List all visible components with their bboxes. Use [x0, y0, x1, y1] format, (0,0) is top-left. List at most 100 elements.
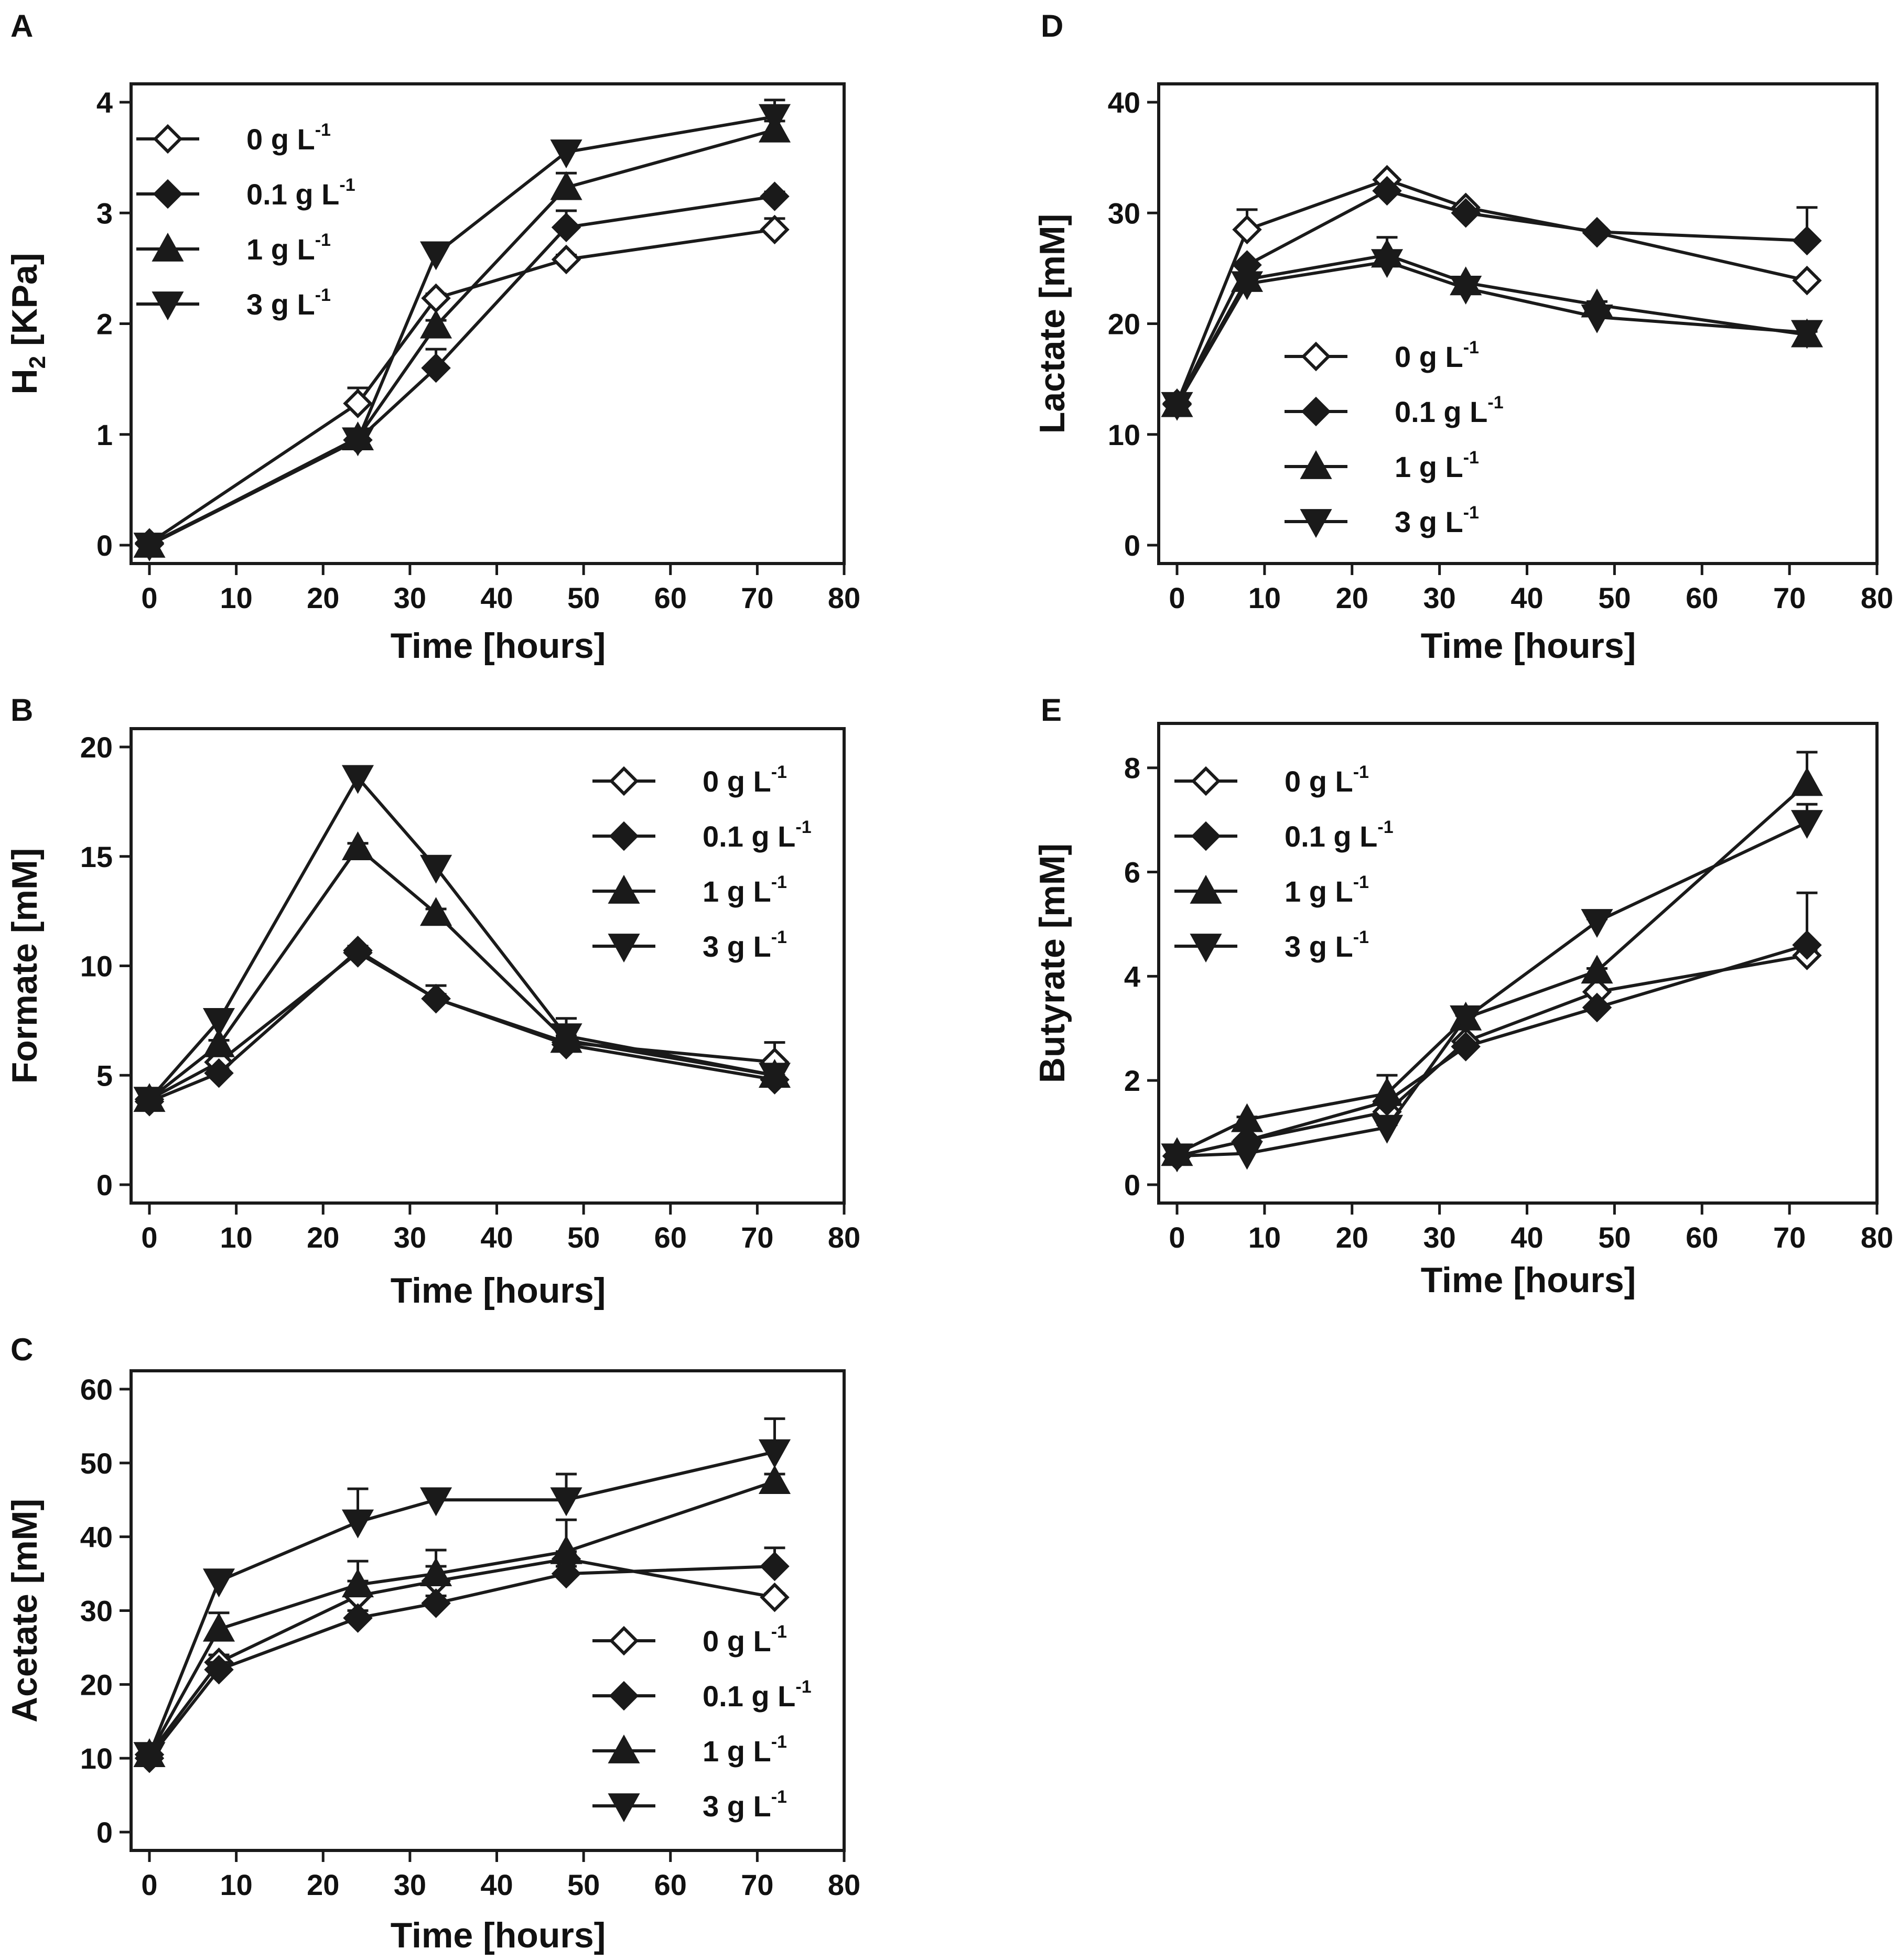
- data-point: [204, 1654, 234, 1685]
- data-point: [343, 1603, 373, 1633]
- data-point: [551, 1558, 581, 1589]
- legend-marker: [152, 291, 184, 321]
- x-tick-label: 10: [220, 1221, 252, 1254]
- data-point: [1231, 271, 1264, 300]
- x-tick-label: 80: [828, 1868, 860, 1901]
- data-point: [133, 1087, 166, 1116]
- data-point: [421, 983, 451, 1014]
- plot-frame: [1157, 82, 1879, 565]
- series-3: [133, 1465, 791, 1768]
- x-tick-label: 50: [567, 581, 600, 614]
- series-4: [133, 765, 791, 1116]
- series-line: [148, 949, 775, 1103]
- data-point: [1792, 930, 1822, 960]
- data-point: [1451, 198, 1481, 228]
- x-tick-label: 70: [741, 581, 773, 614]
- y-tick-label: 3: [96, 197, 113, 230]
- data-point: [1232, 214, 1262, 245]
- x-tick-label: 80: [828, 581, 860, 614]
- x-axis-title: Time [hours]: [391, 626, 606, 666]
- data-point: [551, 244, 581, 275]
- data-point: [758, 1439, 791, 1468]
- y-tick-label: 40: [1108, 86, 1140, 119]
- data-point: [420, 1557, 452, 1586]
- x-tick-label: 20: [307, 1868, 339, 1901]
- legend-label: 0.1 g L-1: [1395, 393, 1504, 428]
- data-point: [343, 936, 373, 966]
- data-point: [760, 1551, 790, 1582]
- x-tick-label: 50: [1598, 581, 1631, 614]
- legend-marker: [1300, 450, 1332, 479]
- data-point: [1372, 176, 1402, 206]
- plot-frame: [130, 1369, 846, 1852]
- data-point: [1451, 1032, 1481, 1062]
- series-line: [148, 1450, 775, 1756]
- data-point: [341, 831, 374, 860]
- y-tick-label: 20: [80, 731, 113, 764]
- x-axis-title: Time [hours]: [391, 1915, 606, 1955]
- legend-marker: [1190, 934, 1222, 963]
- x-axis-title: Time [hours]: [391, 1271, 606, 1311]
- x-tick-label: 30: [394, 581, 426, 614]
- x-tick-label: 70: [741, 1221, 773, 1254]
- series-4: [1161, 803, 1824, 1173]
- x-tick-label: 60: [654, 1221, 687, 1254]
- legend-marker: [1300, 509, 1332, 538]
- legend-label: 0 g L-1: [246, 120, 331, 156]
- data-point: [760, 181, 790, 211]
- y-tick-label: 1: [96, 418, 113, 451]
- data-point: [133, 1742, 166, 1771]
- legend-label: 0 g L-1: [703, 1622, 787, 1658]
- data-point: [341, 427, 374, 457]
- data-point: [1790, 767, 1824, 796]
- data-point: [551, 212, 581, 242]
- x-tick-label: 40: [480, 581, 513, 614]
- series-line: [1177, 954, 1808, 1158]
- x-tick-label: 80: [1861, 1221, 1893, 1254]
- legend-marker: [609, 1681, 639, 1711]
- x-tick-label: 40: [480, 1221, 513, 1254]
- legend-label: 0 g L-1: [1285, 762, 1369, 798]
- panel-label: D: [1041, 8, 1063, 44]
- x-tick-label: 0: [141, 581, 157, 614]
- x-tick-label: 40: [1510, 1221, 1543, 1254]
- y-tick-label: 30: [1108, 197, 1140, 230]
- data-point: [341, 765, 374, 794]
- data-point: [420, 309, 452, 339]
- x-tick-label: 30: [394, 1868, 426, 1901]
- series-line: [1175, 260, 1807, 406]
- series-line: [1175, 253, 1807, 406]
- y-tick-label: 50: [80, 1447, 113, 1480]
- legend-label: 0 g L-1: [1395, 338, 1479, 373]
- legend-marker: [608, 874, 640, 904]
- data-point: [1161, 392, 1193, 421]
- y-tick-label: 20: [1108, 308, 1140, 341]
- plot-frame: [1157, 722, 1879, 1205]
- series-line: [148, 128, 775, 547]
- y-tick-label: 15: [80, 840, 113, 873]
- data-point: [420, 897, 452, 926]
- y-tick-label: 0: [96, 1816, 113, 1849]
- legend-label: 1 g L-1: [703, 1732, 787, 1768]
- x-axis-title: Time [hours]: [1421, 626, 1636, 666]
- panel-label: E: [1041, 692, 1062, 728]
- legend-marker: [1190, 874, 1222, 904]
- x-tick-label: 10: [220, 1868, 252, 1901]
- panel-label: C: [10, 1332, 33, 1367]
- legend-marker: [1301, 341, 1331, 372]
- data-point: [758, 1465, 791, 1494]
- legend-label: 0.1 g L-1: [703, 1677, 812, 1713]
- legend-marker: [608, 934, 640, 963]
- legend-label: 1 g L-1: [1285, 872, 1369, 908]
- legend: 0 g L-1 0.1 g L-1 1 g L-1 3 g L-1: [592, 762, 812, 963]
- legend: 0 g L-1 0.1 g L-1 1 g L-1 3 g L-1: [1174, 762, 1394, 963]
- series-line: [1176, 782, 1808, 1155]
- series-line: [148, 846, 775, 1101]
- legend-label: 0.1 g L-1: [703, 817, 812, 853]
- data-point: [550, 139, 582, 169]
- data-point: [202, 1612, 235, 1642]
- legend-marker: [609, 821, 639, 851]
- y-axis-title: Formate [mM]: [5, 848, 45, 1084]
- data-point: [341, 1509, 374, 1539]
